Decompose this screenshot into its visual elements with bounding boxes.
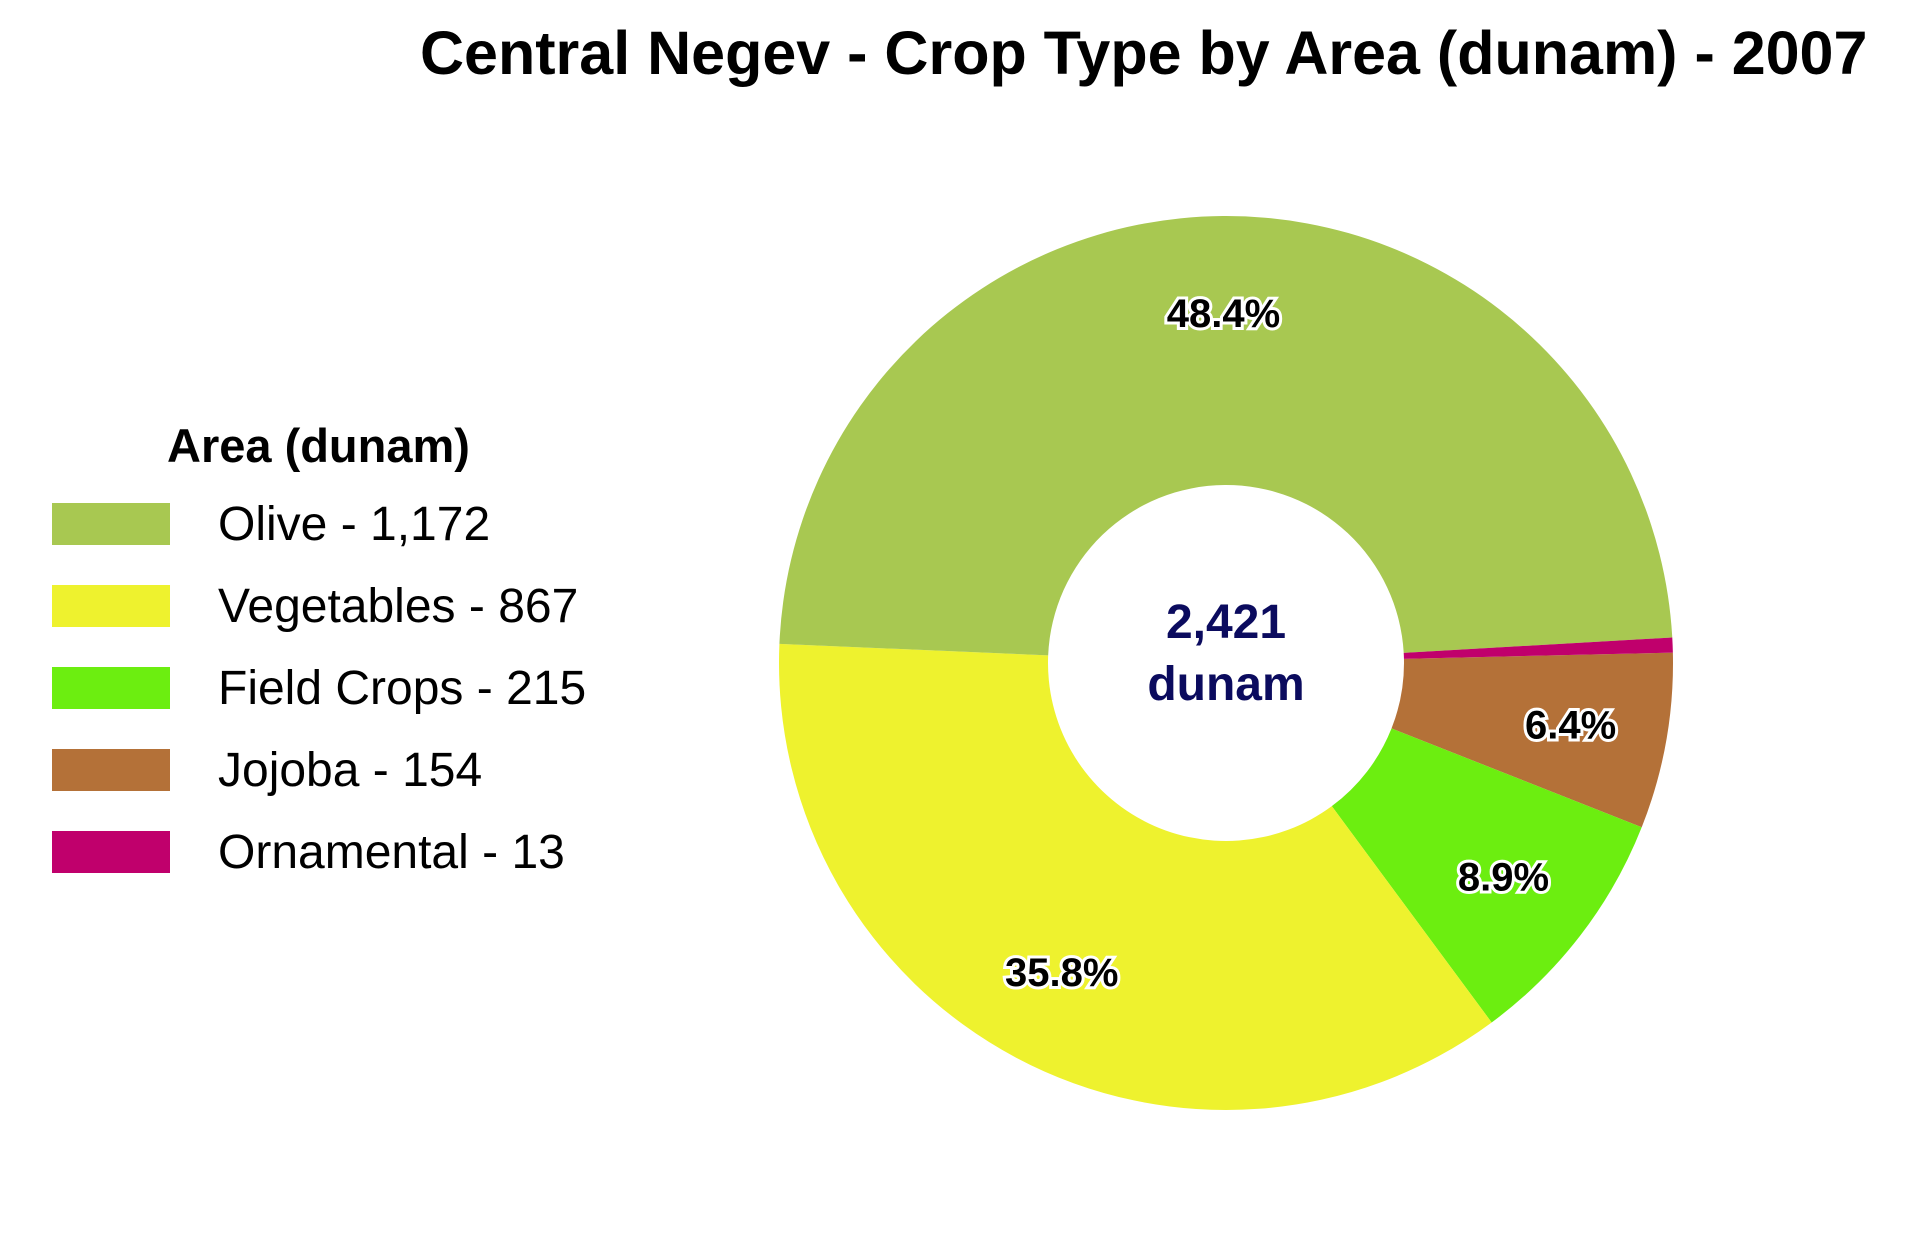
legend-label-field-crops: Field Crops - 215 [218, 661, 587, 715]
legend-swatch-field-crops [52, 667, 170, 709]
slice-vegetables [779, 643, 1492, 1110]
legend-item-jojoba: Jojoba - 154 [52, 729, 586, 811]
legend-label-ornamental: Ornamental - 13 [218, 825, 565, 879]
legend-label-vegetables: Vegetables - 867 [218, 579, 579, 633]
legend-item-olive: Olive - 1,172 [52, 483, 586, 565]
pct-label-field-crops: 8.9% [1458, 855, 1549, 899]
legend-swatch-olive [52, 503, 170, 545]
legend-swatch-jojoba [52, 749, 170, 791]
legend-item-ornamental: Ornamental - 13 [52, 811, 586, 893]
slice-ornamental [1403, 637, 1673, 659]
slice-olive [779, 215, 1673, 656]
legend-swatch-vegetables [52, 585, 170, 627]
pct-label-vegetables: 35.8% [1005, 951, 1118, 995]
legend: Area (dunam) Olive - 1,172 Vegetables - … [52, 418, 586, 893]
legend-item-field-crops: Field Crops - 215 [52, 647, 586, 729]
center-total-unit: dunam [1147, 658, 1304, 711]
legend-label-olive: Olive - 1,172 [218, 497, 491, 551]
slice-field-crops [1331, 728, 1642, 1023]
legend-label-jojoba: Jojoba - 154 [218, 743, 483, 797]
legend-item-vegetables: Vegetables - 867 [52, 565, 586, 647]
chart-title: Central Negev - Crop Type by Area (dunam… [420, 19, 1868, 87]
legend-title: Area (dunam) [167, 419, 470, 472]
legend-swatch-ornamental [52, 831, 170, 873]
pct-label-jojoba: 6.4% [1525, 703, 1616, 747]
center-total-value: 2,421 [1166, 596, 1286, 649]
slice-jojoba [1391, 652, 1673, 828]
pct-label-olive: 48.4% [1167, 292, 1280, 336]
